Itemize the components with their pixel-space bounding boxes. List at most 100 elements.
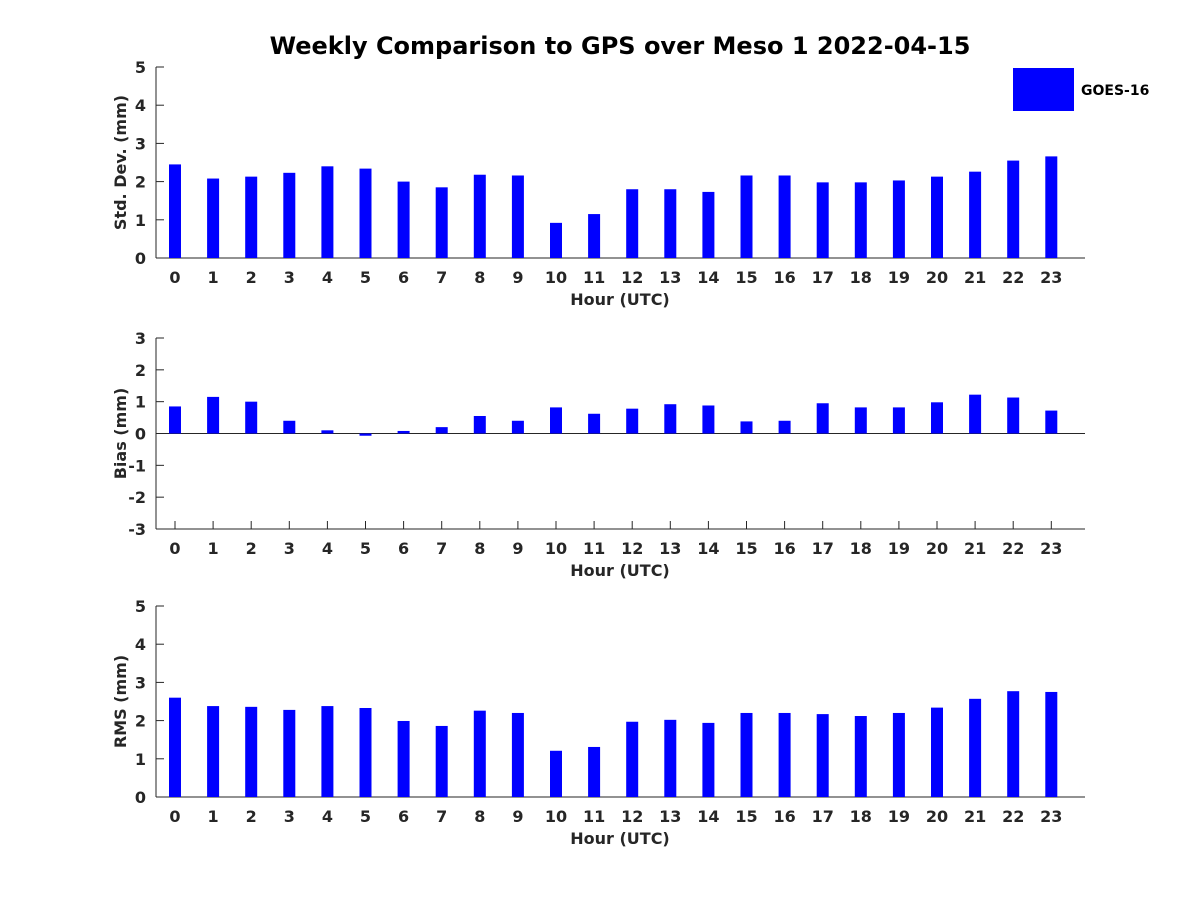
bar <box>816 714 829 797</box>
x-tick-label: 21 <box>964 807 986 826</box>
x-tick-label: 23 <box>1040 539 1062 558</box>
x-tick-label: 2 <box>246 539 257 558</box>
bar <box>740 175 753 258</box>
x-tick-label: 14 <box>697 268 719 287</box>
bar <box>702 722 715 797</box>
bar <box>245 401 258 434</box>
x-tick-label: 14 <box>697 539 719 558</box>
bar <box>740 421 753 434</box>
bar <box>473 415 486 434</box>
bar <box>359 433 372 436</box>
x-tick-label: 12 <box>621 268 643 287</box>
x-tick-label: 4 <box>322 268 333 287</box>
bar <box>283 709 296 797</box>
bar <box>359 707 372 797</box>
bar <box>283 420 296 434</box>
x-tick-label: 19 <box>888 807 910 826</box>
bar <box>321 706 334 797</box>
bar <box>245 176 258 258</box>
x-tick-label: 8 <box>474 268 485 287</box>
bar <box>664 719 677 797</box>
x-tick-label: 4 <box>322 539 333 558</box>
bar <box>588 214 601 258</box>
bar <box>778 420 791 434</box>
bar <box>435 725 448 797</box>
y-tick-label: 2 <box>135 712 146 731</box>
bar <box>207 396 220 434</box>
x-tick-label: 7 <box>436 268 447 287</box>
bar <box>435 427 448 434</box>
x-tick-label: 17 <box>812 807 834 826</box>
bar <box>207 706 220 797</box>
bar <box>359 168 372 258</box>
x-tick-label: 11 <box>583 268 605 287</box>
bar <box>969 698 982 797</box>
bar <box>397 430 410 434</box>
bar <box>1045 691 1058 797</box>
bar <box>169 164 181 258</box>
bar <box>511 420 524 434</box>
x-tick-label: 6 <box>398 268 409 287</box>
y-tick-label: 2 <box>135 361 146 380</box>
y-tick-label: 1 <box>135 393 146 412</box>
bar <box>969 171 982 258</box>
bar <box>931 707 943 797</box>
x-tick-label: 14 <box>697 807 719 826</box>
bar <box>702 191 715 258</box>
x-tick-label: 9 <box>512 539 523 558</box>
y-tick-label: 3 <box>135 134 146 153</box>
x-tick-label: 1 <box>208 807 219 826</box>
y-axis-label: RMS (mm) <box>111 655 130 748</box>
bar <box>854 182 867 258</box>
bar <box>511 175 524 258</box>
bar <box>969 394 982 434</box>
y-tick-label: -1 <box>128 456 146 475</box>
x-tick-label: 0 <box>169 268 180 287</box>
bar <box>664 189 677 258</box>
bar <box>931 402 943 434</box>
bar <box>664 404 677 434</box>
bar <box>892 407 905 434</box>
x-tick-label: 15 <box>735 807 757 826</box>
x-axis-label: Hour (UTC) <box>570 290 670 309</box>
y-tick-label: 1 <box>135 750 146 769</box>
bar <box>1045 156 1058 258</box>
x-tick-label: 7 <box>436 807 447 826</box>
x-tick-label: 10 <box>545 807 567 826</box>
x-tick-label: 0 <box>169 807 180 826</box>
bar <box>854 716 867 797</box>
x-tick-label: 21 <box>964 268 986 287</box>
x-tick-label: 16 <box>773 539 795 558</box>
x-tick-label: 20 <box>926 539 948 558</box>
y-tick-label: 1 <box>135 211 146 230</box>
x-tick-label: 11 <box>583 539 605 558</box>
bar <box>778 712 791 797</box>
bar <box>702 405 715 434</box>
bar <box>626 189 639 258</box>
x-tick-label: 17 <box>812 539 834 558</box>
x-tick-label: 10 <box>545 539 567 558</box>
x-tick-label: 3 <box>284 268 295 287</box>
x-tick-label: 4 <box>322 807 333 826</box>
x-tick-label: 8 <box>474 807 485 826</box>
y-tick-label: 0 <box>135 249 146 268</box>
bar <box>321 166 334 258</box>
y-tick-label: 4 <box>135 96 146 115</box>
x-tick-label: 7 <box>436 539 447 558</box>
legend-swatch <box>1013 68 1074 111</box>
x-tick-label: 5 <box>360 539 371 558</box>
bar <box>1007 160 1020 258</box>
bar <box>1045 410 1058 434</box>
bar <box>626 721 639 797</box>
x-tick-label: 19 <box>888 268 910 287</box>
x-tick-label: 15 <box>735 268 757 287</box>
bar <box>854 407 867 434</box>
y-tick-label: 0 <box>135 425 146 444</box>
x-tick-label: 16 <box>773 807 795 826</box>
x-tick-label: 5 <box>360 268 371 287</box>
x-tick-label: 16 <box>773 268 795 287</box>
x-tick-label: 5 <box>360 807 371 826</box>
x-tick-label: 22 <box>1002 807 1024 826</box>
y-tick-label: 5 <box>135 597 146 616</box>
bar <box>626 408 639 434</box>
